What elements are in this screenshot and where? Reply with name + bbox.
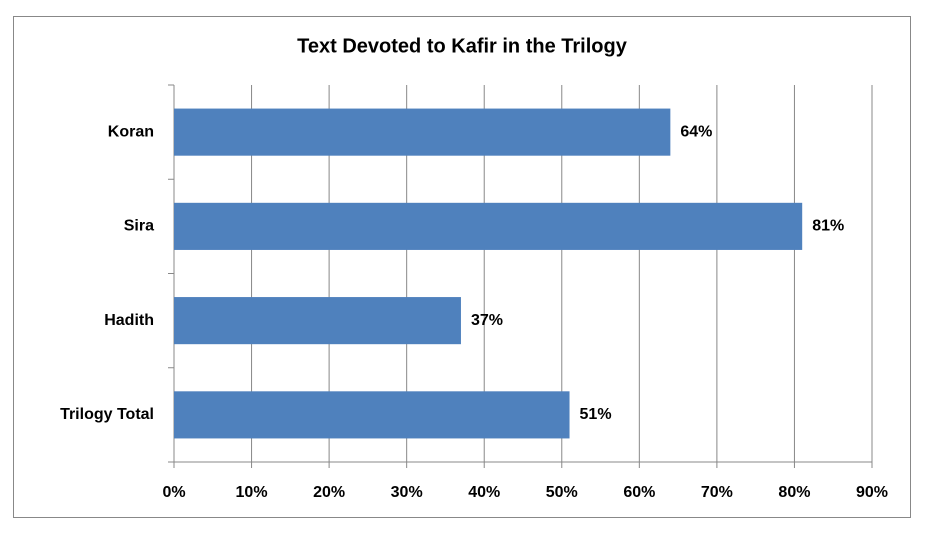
y-tick-label: Trilogy Total [60,406,154,423]
bar [174,202,803,250]
bar [174,297,461,345]
x-tick-label: 40% [468,484,500,501]
x-tick-label: 30% [391,484,423,501]
y-tick-label: Sira [124,218,154,235]
x-tick-label: 90% [856,484,888,501]
data-label: 37% [471,312,503,329]
x-tick-label: 60% [623,484,655,501]
x-tick-label: 0% [162,484,185,501]
x-tick-label: 20% [313,484,345,501]
x-tick-label: 10% [236,484,268,501]
x-tick-label: 50% [546,484,578,501]
x-tick-label: 70% [701,484,733,501]
data-label: 64% [680,123,712,140]
y-tick-label: Koran [108,123,154,140]
chart-title: Text Devoted to Kafir in the Trilogy [297,35,628,57]
y-tick-label: Hadith [104,312,154,329]
bar [174,108,671,156]
x-tick-label: 80% [778,484,810,501]
chart-border [13,16,911,518]
data-label: 51% [580,406,612,423]
data-label: 81% [812,218,844,235]
bar [174,391,570,439]
